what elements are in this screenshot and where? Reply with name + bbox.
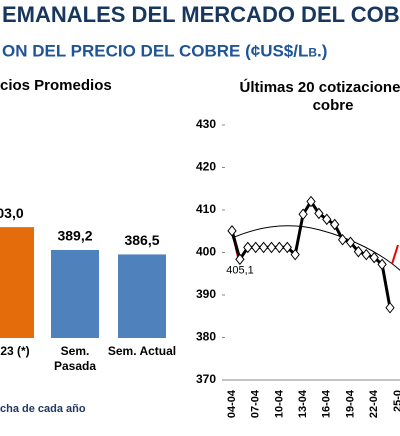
x-tick-label: 13-04 (297, 389, 309, 418)
y-tick-label: 430 (196, 117, 216, 131)
point (385, 301, 395, 314)
red-arrow (391, 244, 399, 265)
page-title: EMANALES DEL MERCADO DEL COB (2, 2, 400, 27)
bar (0, 227, 34, 338)
point (377, 258, 387, 271)
page-subtitle: ON DEL PRECIO DEL COBRE (¢US$/Lb.) (2, 41, 327, 60)
point (314, 207, 324, 220)
x-tick-label: 04-04 (226, 389, 238, 418)
x-tick-label-line: Pasada (54, 359, 96, 373)
point (337, 233, 348, 246)
point (258, 241, 269, 254)
bar (51, 249, 99, 338)
x-tick-label: 23 (*) (0, 344, 29, 358)
point (235, 253, 245, 266)
point (369, 251, 379, 264)
chart-title-line: Últimas 20 cotizacione (240, 78, 400, 96)
point (243, 241, 253, 254)
value-label: 386,5 (124, 232, 159, 248)
x-tick-label: 22-04 (368, 389, 380, 418)
point (298, 208, 308, 221)
point (330, 218, 340, 231)
y-tick-label: 410 (196, 202, 216, 216)
point (274, 241, 285, 254)
bar (118, 254, 166, 338)
chart-title: Últimas 20 cotizacione cobre (240, 78, 400, 114)
point (353, 245, 364, 258)
y-tick-label: 370 (196, 372, 216, 386)
point (345, 236, 356, 249)
point (282, 241, 292, 254)
chart-title: cios Promedios (0, 77, 112, 94)
x-tick-label: 07-04 (250, 389, 262, 418)
value-label: 03,0 (0, 205, 24, 221)
value-label: 389,2 (57, 228, 92, 244)
chart-title-line: cobre (313, 97, 354, 114)
x-tick-label: Sem. Actual (108, 344, 176, 358)
point (251, 241, 261, 254)
x-tick-label: 25-0 (392, 390, 400, 412)
x-tick-label-line: Sem. (61, 344, 90, 358)
x-tick-label: 10-04 (273, 389, 285, 418)
footnote: cha de cada año (0, 403, 86, 415)
y-tick-label: 380 (196, 330, 216, 344)
x-tick-label: Sem. Pasada (54, 344, 96, 373)
point (227, 225, 237, 237)
trend-line (231, 225, 400, 271)
point (306, 195, 316, 208)
x-tick-label: 19-04 (344, 389, 356, 418)
point (322, 213, 332, 226)
y-tick-label: 420 (196, 160, 216, 174)
y-tick-label: 400 (196, 245, 216, 259)
point (290, 248, 300, 261)
value-label: 405,1 (226, 265, 254, 277)
point (361, 248, 371, 261)
y-tick-label: 390 (196, 287, 216, 301)
point (266, 241, 277, 254)
x-tick-label: 16-04 (321, 389, 333, 418)
